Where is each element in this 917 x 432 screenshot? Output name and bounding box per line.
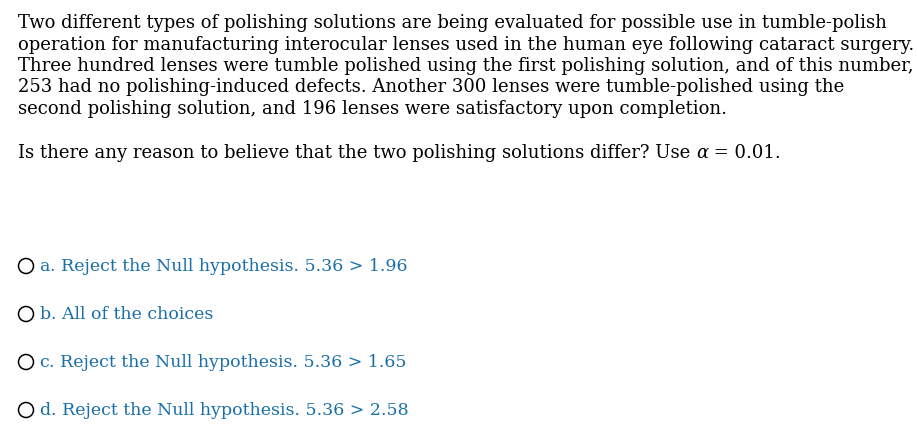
Text: c: c	[39, 354, 50, 371]
Text: Two different types of polishing solutions are being evaluated for possible use : Two different types of polishing solutio…	[18, 14, 887, 32]
Text: = 0.01.: = 0.01.	[708, 143, 781, 162]
Text: operation for manufacturing interocular lenses used in the human eye following c: operation for manufacturing interocular …	[18, 35, 914, 54]
Text: α: α	[696, 143, 708, 162]
Text: Three hundred lenses were tumble polished using the first polishing solution, an: Three hundred lenses were tumble polishe…	[18, 57, 913, 75]
Text: a: a	[39, 258, 50, 275]
Text: d: d	[39, 402, 50, 419]
Text: . Reject the Null hypothesis. 5.36 > 1.96: . Reject the Null hypothesis. 5.36 > 1.9…	[50, 258, 407, 275]
Text: . All of the choices: . All of the choices	[50, 306, 213, 323]
Text: second polishing solution, and 196 lenses were satisfactory upon completion.: second polishing solution, and 196 lense…	[18, 100, 727, 118]
Text: b: b	[39, 306, 50, 323]
Text: . Reject the Null hypothesis. 5.36 > 1.65: . Reject the Null hypothesis. 5.36 > 1.6…	[50, 354, 407, 371]
Text: 253 had no polishing-induced defects. Another 300 lenses were tumble-polished us: 253 had no polishing-induced defects. An…	[18, 79, 845, 96]
Text: . Reject the Null hypothesis. 5.36 > 2.58: . Reject the Null hypothesis. 5.36 > 2.5…	[50, 402, 408, 419]
Text: Is there any reason to believe that the two polishing solutions differ? Use: Is there any reason to believe that the …	[18, 143, 696, 162]
